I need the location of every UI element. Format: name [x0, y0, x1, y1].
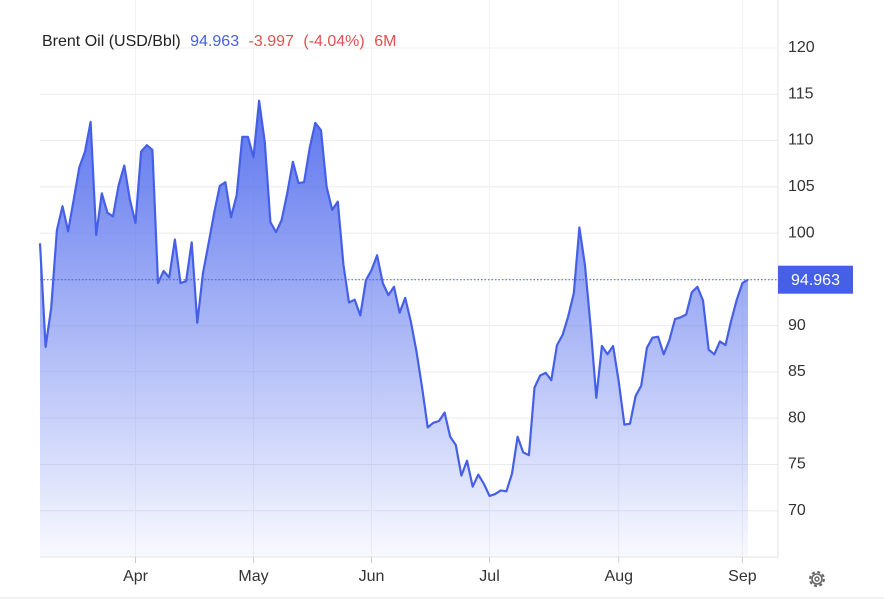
y-tick-label: 70	[788, 502, 806, 519]
last-price-badge	[778, 265, 853, 294]
y-tick-label: 105	[788, 178, 815, 195]
y-tick-label: 115	[788, 85, 814, 102]
y-tick-label: 90	[788, 317, 806, 334]
y-tick-label: 100	[788, 224, 815, 241]
plot	[38, 99, 778, 557]
y-tick-label: 80	[788, 409, 806, 426]
price-change-pct: (-4.04%)	[303, 33, 364, 50]
y-tick-label: 85	[788, 363, 806, 380]
x-tick-label: Jun	[359, 568, 385, 585]
price-line	[38, 99, 749, 497]
last-price: 94.963	[190, 33, 239, 50]
x-tick-label: Apr	[123, 568, 149, 585]
last-price-label: 94.963	[791, 272, 840, 289]
settings-icon[interactable]	[809, 571, 825, 587]
x-tick-label: Sep	[728, 568, 757, 585]
area-fill	[40, 100, 748, 557]
x-tick-label: May	[238, 568, 268, 585]
y-tick-label: 75	[788, 456, 806, 473]
y-tick-label: 110	[788, 132, 814, 149]
price-change: -3.997	[249, 33, 294, 50]
period[interactable]: 6M	[374, 33, 396, 50]
y-tick-label: 120	[788, 39, 815, 56]
x-tick-label: Jul	[479, 568, 499, 585]
chart-header: Brent Oil (USD/Bbl) 94.963 -3.997 (-4.04…	[42, 33, 396, 50]
chart-title: Brent Oil (USD/Bbl)	[42, 33, 181, 50]
x-tick-label: Aug	[605, 568, 633, 585]
